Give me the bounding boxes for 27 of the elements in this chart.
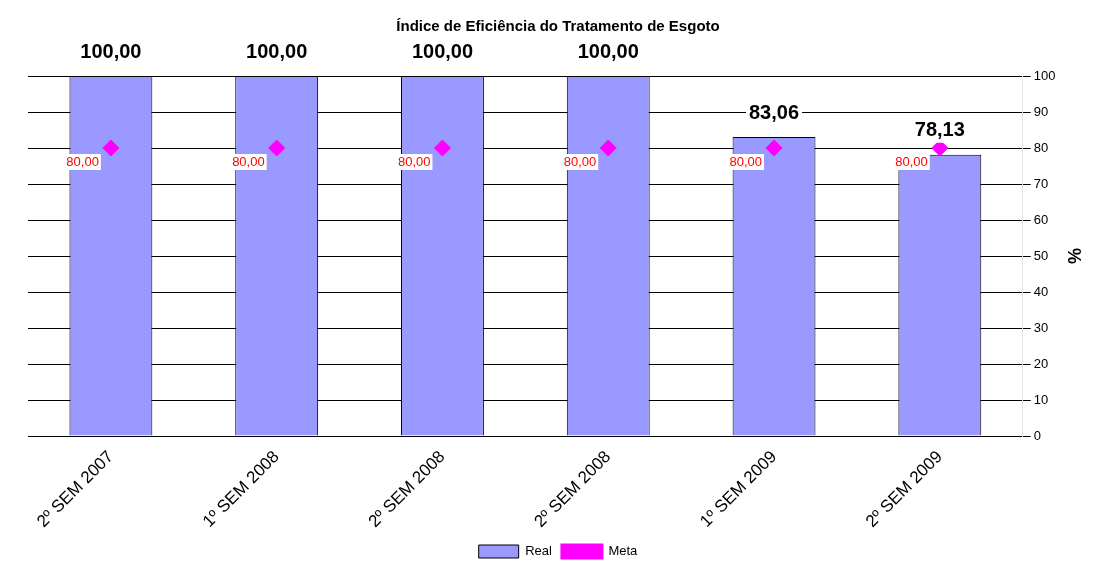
- y-tick-label: 0: [1033, 427, 1041, 443]
- y-tick-label: 70: [1033, 175, 1049, 191]
- legend-label: Meta: [608, 543, 639, 559]
- y-tick-label: 50: [1033, 247, 1049, 263]
- chart-title: Índice de Eficiência do Tratamento de Esgoto: [396, 17, 720, 35]
- y-tick-label: 80: [1033, 139, 1049, 155]
- y-tick-label: 40: [1033, 283, 1049, 299]
- data-label: 80,00: [895, 153, 928, 169]
- data-label: 80,00: [232, 153, 265, 169]
- data-label: 100,00: [246, 39, 308, 62]
- data-label: 80,00: [397, 153, 431, 169]
- data-label: 100,00: [577, 39, 639, 62]
- y-tick-label: 10: [1033, 391, 1049, 407]
- y-tick-label: 100: [1033, 67, 1056, 83]
- y-axis-title: %: [1064, 248, 1085, 265]
- legend-label: Real: [525, 543, 553, 559]
- data-label: 83,06: [749, 100, 800, 123]
- data-label: 78,13: [914, 118, 965, 141]
- y-tick-label: 90: [1033, 103, 1049, 119]
- data-label: 80,00: [729, 153, 763, 169]
- data-label: 100,00: [80, 39, 142, 62]
- y-tick-label: 20: [1033, 355, 1049, 371]
- y-tick-label: 60: [1033, 211, 1049, 227]
- data-label: 80,00: [66, 153, 99, 169]
- data-label: 80,00: [563, 153, 597, 169]
- data-label: 100,00: [411, 39, 474, 62]
- y-tick-label: 30: [1033, 319, 1049, 335]
